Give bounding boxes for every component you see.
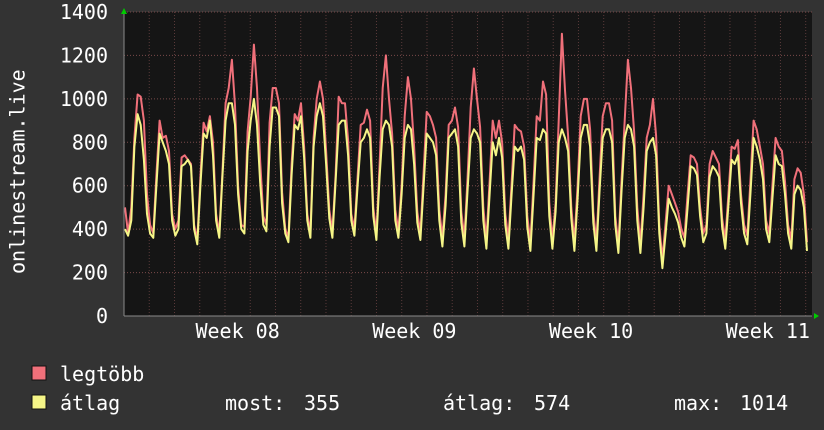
x-tick-label: Week 09 — [372, 319, 456, 343]
stat-most-label: most: — [225, 391, 285, 415]
y-tick-label: 1200 — [60, 43, 108, 67]
stat-atlag-value: 574 — [534, 391, 570, 415]
x-tick-labels: Week 08 Week 09 Week 10 Week 11 — [195, 319, 809, 343]
stat-max-label: max: — [674, 391, 722, 415]
x-tick-label: Week 11 — [726, 319, 810, 343]
legend: legtöbb átlag most: 355 átlag: 574 max: … — [31, 362, 788, 415]
y-tick-label: 400 — [72, 217, 108, 241]
y-tick-label: 600 — [72, 174, 108, 198]
y-axis-arrow — [121, 8, 127, 14]
x-tick-label: Week 08 — [195, 319, 279, 343]
x-tick-label: Week 10 — [549, 319, 633, 343]
y-tick-label: 0 — [96, 304, 108, 328]
legend-swatch-legtobb — [31, 365, 47, 381]
y-tick-label: 1400 — [60, 0, 108, 24]
series-layer — [124, 32, 808, 270]
legend-label-legtobb: legtöbb — [60, 362, 144, 386]
stat-max-value: 1014 — [740, 391, 788, 415]
y-tick-label: 1000 — [60, 87, 108, 111]
x-axis-arrow — [814, 313, 819, 319]
stat-atlag-label: átlag: — [443, 391, 515, 415]
series-line-atlag — [124, 97, 808, 270]
stat-most-value: 355 — [304, 391, 340, 415]
y-axis-label: onlinestream.live — [6, 69, 30, 274]
legend-swatch-atlag — [31, 394, 47, 410]
legend-label-atlag: átlag — [60, 391, 120, 415]
y-tick-label: 200 — [72, 261, 108, 285]
y-tick-labels: 0 200 400 600 800 1000 1200 1400 — [60, 0, 108, 328]
y-tick-label: 800 — [72, 130, 108, 154]
